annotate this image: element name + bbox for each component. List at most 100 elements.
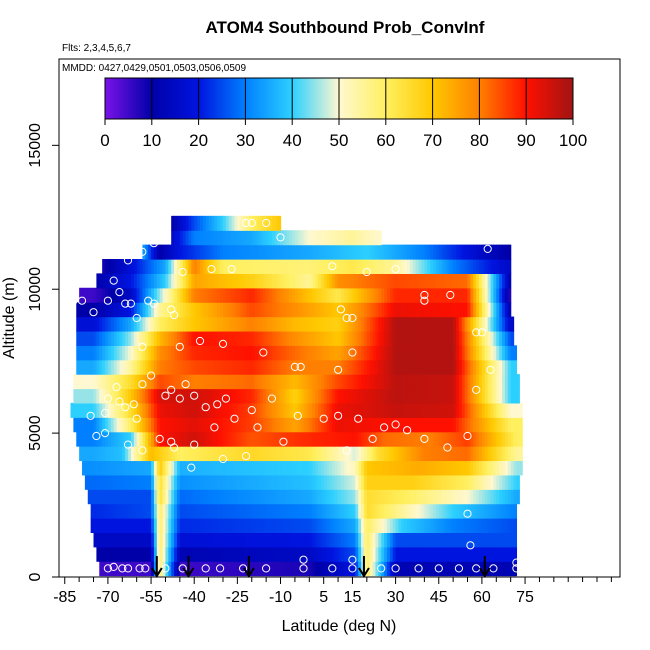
heatmap-cell: [340, 359, 345, 375]
heatmap-cell: [427, 316, 431, 332]
heatmap-cell: [433, 518, 437, 533]
heatmap-cell: [320, 417, 325, 433]
heatmap-cell: [194, 230, 198, 246]
heatmap-cell: [401, 532, 405, 548]
heatmap-cell: [194, 460, 198, 476]
heatmap-cell: [159, 460, 164, 476]
heatmap-cell: [504, 287, 509, 303]
heatmap-cell: [156, 417, 161, 433]
obs-point: [342, 313, 351, 323]
heatmap-cell: [220, 546, 224, 562]
obs-point: [328, 564, 337, 573]
heatmap-cell: [90, 388, 95, 404]
heatmap-cell: [461, 474, 466, 490]
heatmap-cell: [145, 532, 149, 548]
heatmap-cell: [401, 446, 405, 462]
heatmap-cell: [136, 460, 141, 476]
heatmap-cell: [444, 561, 448, 577]
heatmap-cell: [303, 518, 308, 533]
heatmap-cell: [502, 546, 506, 562]
heatmap-cell: [464, 316, 469, 332]
heatmap-cell: [237, 374, 241, 390]
heatmap-cell: [361, 388, 365, 404]
heatmap-cell: [191, 532, 195, 548]
heatmap-cell: [263, 561, 267, 577]
heatmap-cell: [499, 460, 503, 476]
heatmap-cell: [292, 330, 296, 346]
heatmap-cell: [424, 273, 428, 289]
heatmap-cell: [130, 374, 135, 390]
colorbar-tick-label: 100: [559, 131, 587, 150]
heatmap-cell: [447, 489, 451, 505]
heatmap-cell: [427, 474, 431, 490]
heatmap-cell: [389, 244, 394, 260]
heatmap-cell: [280, 561, 284, 577]
heatmap-cell: [372, 230, 377, 246]
heatmap-cell: [139, 431, 144, 447]
heatmap-cell: [412, 446, 417, 462]
heatmap-cell: [269, 402, 273, 418]
heatmap-cell: [409, 287, 414, 303]
heatmap-cell: [119, 446, 123, 462]
heatmap-cell: [214, 474, 218, 490]
heatmap-cell: [217, 402, 221, 418]
heatmap-cell: [444, 417, 448, 433]
heatmap-cell: [248, 316, 253, 332]
heatmap-cell: [191, 230, 195, 246]
heatmap-cell: [168, 474, 172, 490]
obs-point: [155, 434, 164, 443]
heatmap-cell: [507, 532, 512, 548]
heatmap-cell: [254, 302, 259, 318]
obs-point: [420, 434, 429, 443]
heatmap-cell: [363, 518, 368, 533]
heatmap-cell: [421, 460, 425, 476]
heatmap-cell: [329, 316, 333, 332]
heatmap-cell: [499, 503, 503, 519]
heatmap-cell: [352, 273, 356, 289]
heatmap-cell: [199, 388, 204, 404]
heatmap-cell: [326, 287, 331, 303]
heatmap-cell: [84, 374, 89, 390]
heatmap-cell: [280, 374, 284, 390]
heatmap-cell: [266, 532, 270, 548]
heatmap-cell: [384, 388, 388, 404]
heatmap-cell: [306, 489, 310, 505]
heatmap-cell: [225, 330, 230, 346]
heatmap-cell: [392, 546, 397, 562]
obs-point: [391, 265, 400, 274]
heatmap-cell: [458, 259, 463, 274]
heatmap-cell: [260, 316, 264, 332]
heatmap-cell: [162, 388, 167, 404]
heatmap-cell: [248, 302, 253, 318]
heatmap-cell: [456, 489, 460, 505]
heatmap-cell: [338, 330, 342, 346]
heatmap-cell: [171, 244, 175, 260]
heatmap-cell: [375, 345, 379, 361]
heatmap-cell: [415, 402, 420, 418]
heatmap-cell: [240, 374, 244, 390]
obs-point: [279, 437, 288, 446]
heatmap-cell: [214, 345, 218, 361]
heatmap-cell: [176, 388, 181, 404]
heatmap-cell: [136, 489, 141, 505]
heatmap-cell: [222, 316, 227, 332]
heatmap-cell: [205, 244, 210, 260]
heatmap-cell: [398, 359, 402, 375]
heatmap-cell: [404, 561, 408, 577]
heatmap-cell: [165, 503, 169, 519]
heatmap-cell: [194, 273, 198, 289]
heatmap-cell: [297, 446, 302, 462]
heatmap-cell: [317, 417, 322, 433]
heatmap-cell: [358, 402, 362, 418]
heatmap-cell: [237, 259, 241, 274]
heatmap-cell: [300, 316, 305, 332]
heatmap-cell: [246, 532, 250, 548]
heatmap-cell: [467, 546, 471, 562]
heatmap-cell: [79, 345, 83, 361]
heatmap-cell: [151, 388, 155, 404]
heatmap-cell: [116, 316, 121, 332]
heatmap-cell: [225, 503, 230, 519]
heatmap-cell: [507, 503, 512, 519]
heatmap-cell: [251, 446, 256, 462]
heatmap-cell: [363, 259, 368, 274]
